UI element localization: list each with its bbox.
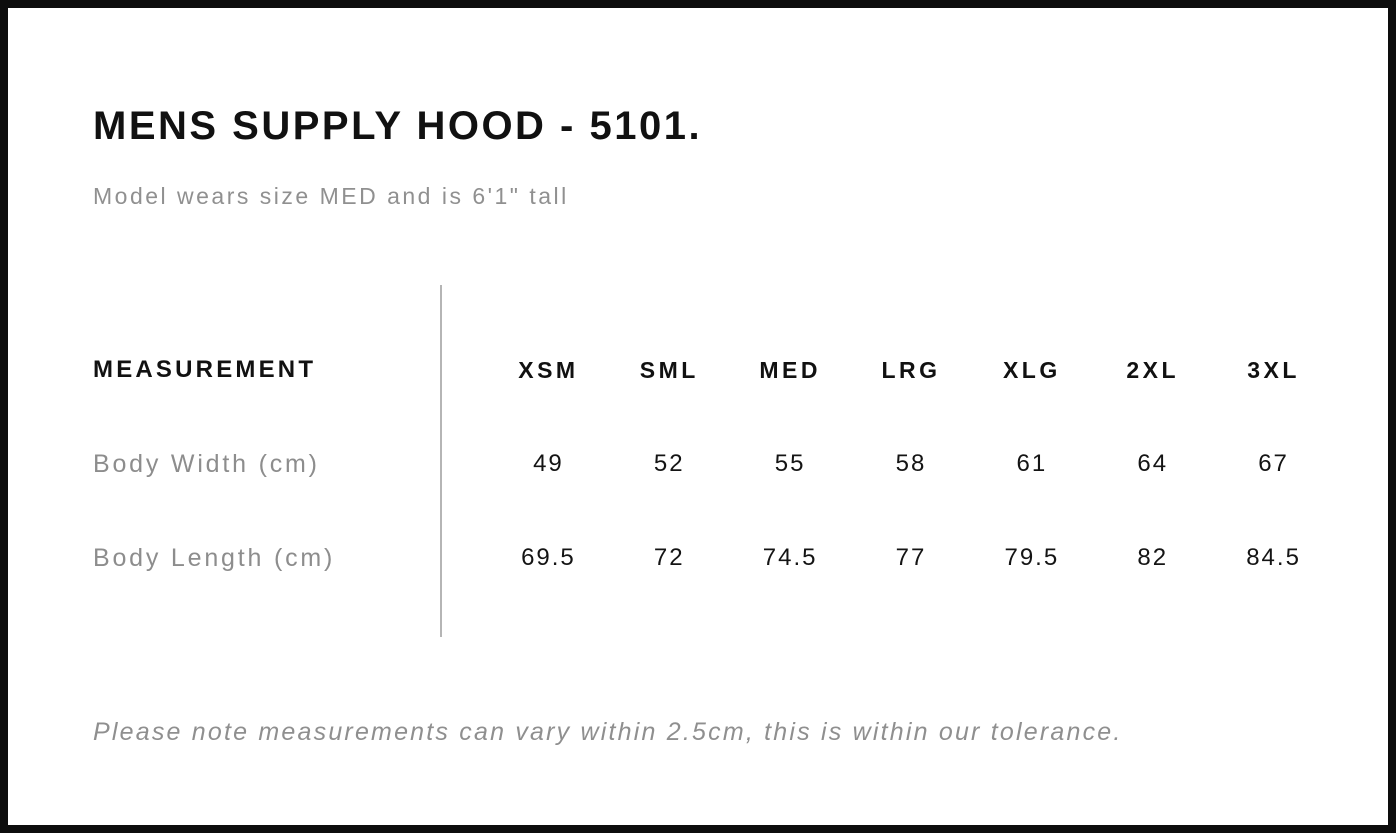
- body-length-3xl: 84.5: [1246, 544, 1301, 571]
- body-length-xsm: 69.5: [521, 544, 576, 571]
- body-width-xsm: 49: [533, 450, 564, 477]
- vertical-divider: [440, 285, 442, 637]
- tolerance-note: Please note measurements can vary within…: [93, 718, 1123, 746]
- row-label-body-width: Body Width (cm): [93, 449, 320, 478]
- size-chart-table: MEASUREMENT XSM SML MED LRG XLG 2XL 3XL …: [93, 285, 1334, 637]
- size-chart-header-row: MEASUREMENT XSM SML MED LRG XLG 2XL 3XL: [93, 323, 1334, 417]
- body-width-xlg: 61: [1016, 450, 1048, 477]
- size-header-3xl: 3XL: [1247, 356, 1300, 383]
- size-header-xlg: XLG: [1002, 356, 1061, 383]
- row-label-body-length: Body Length (cm): [93, 543, 336, 572]
- page-title: MENS SUPPLY HOOD - 5101.: [93, 104, 703, 148]
- model-size-info: Model wears size MED and is 6'1" tall: [93, 183, 569, 209]
- body-length-xlg: 79.5: [1004, 544, 1060, 571]
- body-length-2xl: 82: [1137, 544, 1169, 571]
- table-row-body-length: Body Length (cm) 69.5 72 74.5 77 79.5 82…: [93, 511, 1334, 605]
- body-width-3xl: 67: [1258, 450, 1289, 477]
- body-length-sml: 72: [653, 544, 685, 571]
- size-header-sml: SML: [639, 356, 699, 383]
- body-width-med: 55: [774, 450, 806, 477]
- size-header-med: MED: [759, 356, 821, 383]
- body-width-lrg: 58: [895, 450, 927, 477]
- content-area: MENS SUPPLY HOOD - 5101. Model wears siz…: [8, 106, 1388, 746]
- size-header-2xl: 2XL: [1126, 356, 1180, 383]
- size-header-xsm: XSM: [518, 356, 579, 383]
- body-width-2xl: 64: [1137, 450, 1169, 477]
- body-length-med: 74.5: [762, 544, 818, 571]
- measurement-column-header: MEASUREMENT: [93, 356, 317, 383]
- size-header-lrg: LRG: [881, 356, 941, 383]
- table-row-body-width: Body Width (cm) 49 52 55 58 61 64 67: [93, 417, 1334, 511]
- body-width-sml: 52: [653, 450, 685, 477]
- body-length-lrg: 77: [895, 544, 927, 571]
